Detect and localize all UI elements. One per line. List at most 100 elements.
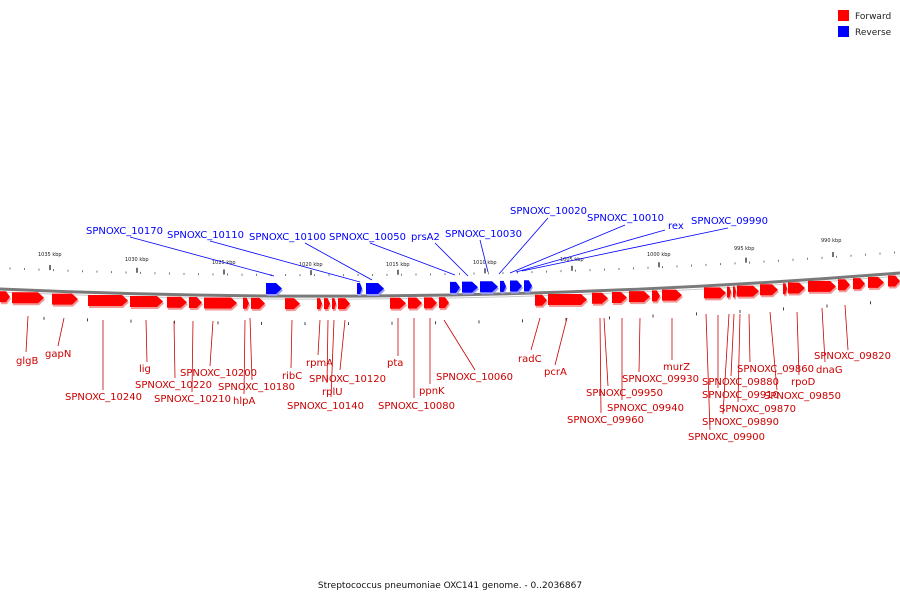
- gene-arrow: [737, 285, 760, 299]
- gene-arrow: [733, 286, 737, 300]
- gene-arrow-body: [662, 289, 682, 301]
- forward-leader-line: [326, 319, 329, 384]
- gene-label[interactable]: SPNOXC_09900: [688, 432, 765, 443]
- gene-arrow-body: [189, 297, 202, 309]
- gene-label[interactable]: radC: [518, 354, 542, 365]
- gene-label[interactable]: SPNOXC_09950: [586, 388, 663, 399]
- gene-label[interactable]: pta: [387, 358, 403, 369]
- gene-label[interactable]: SPNOXC_09960: [567, 415, 644, 426]
- gene-label[interactable]: SPNOXC_10240: [65, 392, 142, 403]
- gene-label[interactable]: lig: [139, 364, 151, 375]
- legend-forward-label: Forward: [855, 12, 891, 22]
- gene-arrow-body: [366, 282, 384, 294]
- reverse-leader-line: [498, 217, 549, 275]
- gene-label[interactable]: SPNOXC_09820: [814, 351, 891, 362]
- gene-arrow: [868, 276, 885, 290]
- gene-label[interactable]: SPNOXC_09990: [691, 216, 768, 227]
- scale-label: 990 kbp: [821, 238, 841, 244]
- forward-leader-line: [191, 320, 194, 393]
- gene-arrow-body: [888, 275, 900, 287]
- gene-arrow: [524, 280, 533, 294]
- gene-arrow-body: [167, 296, 187, 308]
- gene-label[interactable]: ribC: [282, 371, 302, 382]
- forward-leader-line: [748, 313, 751, 363]
- gene-label[interactable]: SPNOXC_09930: [622, 374, 699, 385]
- gene-label[interactable]: SPNOXC_10050: [329, 232, 406, 243]
- gene-label[interactable]: SPNOXC_10210: [154, 394, 231, 405]
- gene-arrow-body: [548, 293, 587, 305]
- gene-label[interactable]: rplU: [322, 387, 343, 398]
- gene-arrow-body: [853, 278, 865, 290]
- gene-arrow-body: [612, 292, 627, 304]
- gene-arrow-body: [592, 292, 608, 304]
- forward-leader-line: [243, 319, 246, 395]
- forward-leader-line: [603, 317, 609, 387]
- gene-arrow-body: [357, 283, 362, 295]
- gene-label[interactable]: SPNOXC_10220: [135, 380, 212, 391]
- forward-leader-line: [554, 317, 568, 366]
- gene-label[interactable]: dnaG: [816, 365, 843, 376]
- gene-arrow: [592, 292, 609, 306]
- gene-label[interactable]: SPNOXC_10010: [587, 213, 664, 224]
- gene-arrow-body: [500, 280, 506, 292]
- gene-label[interactable]: SPNOXC_10200: [180, 368, 257, 379]
- gene-arrow-body: [760, 284, 778, 296]
- gene-label[interactable]: SPNOXC_09910: [702, 390, 779, 401]
- gene-arrow: [808, 280, 837, 294]
- gene-label[interactable]: prsA2: [411, 232, 440, 243]
- gene-label[interactable]: rpoD: [791, 377, 816, 388]
- gene-label[interactable]: SPNOXC_10140: [287, 401, 364, 412]
- gene-label[interactable]: murZ: [663, 362, 690, 373]
- gene-arrow: [251, 297, 266, 311]
- gene-arrow-body: [243, 297, 249, 309]
- forward-leader-line: [317, 319, 321, 356]
- gene-label[interactable]: SPNOXC_09870: [719, 404, 796, 415]
- gene-label[interactable]: SPNOXC_10020: [510, 206, 587, 217]
- scale-labels: 1035 kbp 1030 kbp 1025 kbp 1020 kbp 1015…: [38, 238, 841, 268]
- gene-arrow-body: [524, 280, 532, 292]
- gene-label[interactable]: SPNOXC_09860: [737, 364, 814, 375]
- gene-label[interactable]: SPNOXC_10080: [378, 401, 455, 412]
- gene-label[interactable]: SPNOXC_10060: [436, 372, 513, 383]
- gene-label[interactable]: rex: [668, 221, 684, 232]
- gene-arrow: [727, 286, 732, 300]
- gene-label[interactable]: SPNOXC_09880: [702, 377, 779, 388]
- forward-leader-line: [737, 313, 741, 403]
- gene-arrow-body: [88, 294, 128, 306]
- gene-label[interactable]: SPNOXC_09850: [764, 391, 841, 402]
- gene-label[interactable]: rpmA: [306, 358, 333, 369]
- gene-label[interactable]: SPNOXC_10100: [249, 232, 326, 243]
- gene-arrow: [424, 297, 438, 311]
- gene-label[interactable]: gapN: [45, 349, 71, 360]
- scale-label: 995 kbp: [734, 246, 754, 252]
- gene-label[interactable]: glgB: [16, 356, 38, 367]
- forward-labels: glgB gapN SPNOXC_10240 lig SPNOXC_10220 …: [16, 349, 891, 443]
- gene-arrow-body: [285, 298, 300, 310]
- reverse-leader-line: [304, 242, 373, 281]
- gene-arrow: [317, 298, 323, 312]
- forward-leader-line: [339, 319, 346, 371]
- gene-label[interactable]: ppnK: [419, 386, 445, 397]
- gene-label[interactable]: SPNOXC_10180: [218, 382, 295, 393]
- reverse-leader-line: [369, 242, 456, 276]
- reverse-leader-line: [129, 236, 275, 277]
- gene-arrow: [450, 281, 461, 295]
- gene-label[interactable]: SPNOXC_10030: [445, 229, 522, 240]
- gene-arrow-body: [450, 281, 460, 293]
- gene-label[interactable]: SPNOXC_10120: [309, 374, 386, 385]
- gene-label[interactable]: hlpA: [233, 396, 255, 407]
- gene-label[interactable]: SPNOXC_09890: [702, 417, 779, 428]
- gene-arrow-body: [808, 280, 836, 292]
- gene-label[interactable]: SPNOXC_10170: [86, 226, 163, 237]
- gene-arrow-body: [424, 297, 437, 309]
- gene-arrow-body: [510, 280, 522, 292]
- gene-label[interactable]: SPNOXC_09940: [607, 403, 684, 414]
- reverse-leader-line: [434, 242, 469, 277]
- gene-arrow: [324, 298, 331, 312]
- gene-label[interactable]: SPNOXC_10110: [167, 230, 244, 241]
- gene-arrow: [357, 283, 363, 297]
- gene-arrow-body: [737, 285, 759, 297]
- gene-label[interactable]: pcrA: [544, 367, 567, 378]
- forward-leader-line: [25, 315, 29, 353]
- legend-forward-swatch: [838, 10, 849, 21]
